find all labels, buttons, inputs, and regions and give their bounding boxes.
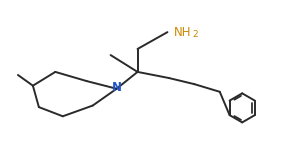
Text: NH: NH xyxy=(173,26,191,39)
Text: 2: 2 xyxy=(192,30,198,39)
Text: N: N xyxy=(112,82,122,94)
